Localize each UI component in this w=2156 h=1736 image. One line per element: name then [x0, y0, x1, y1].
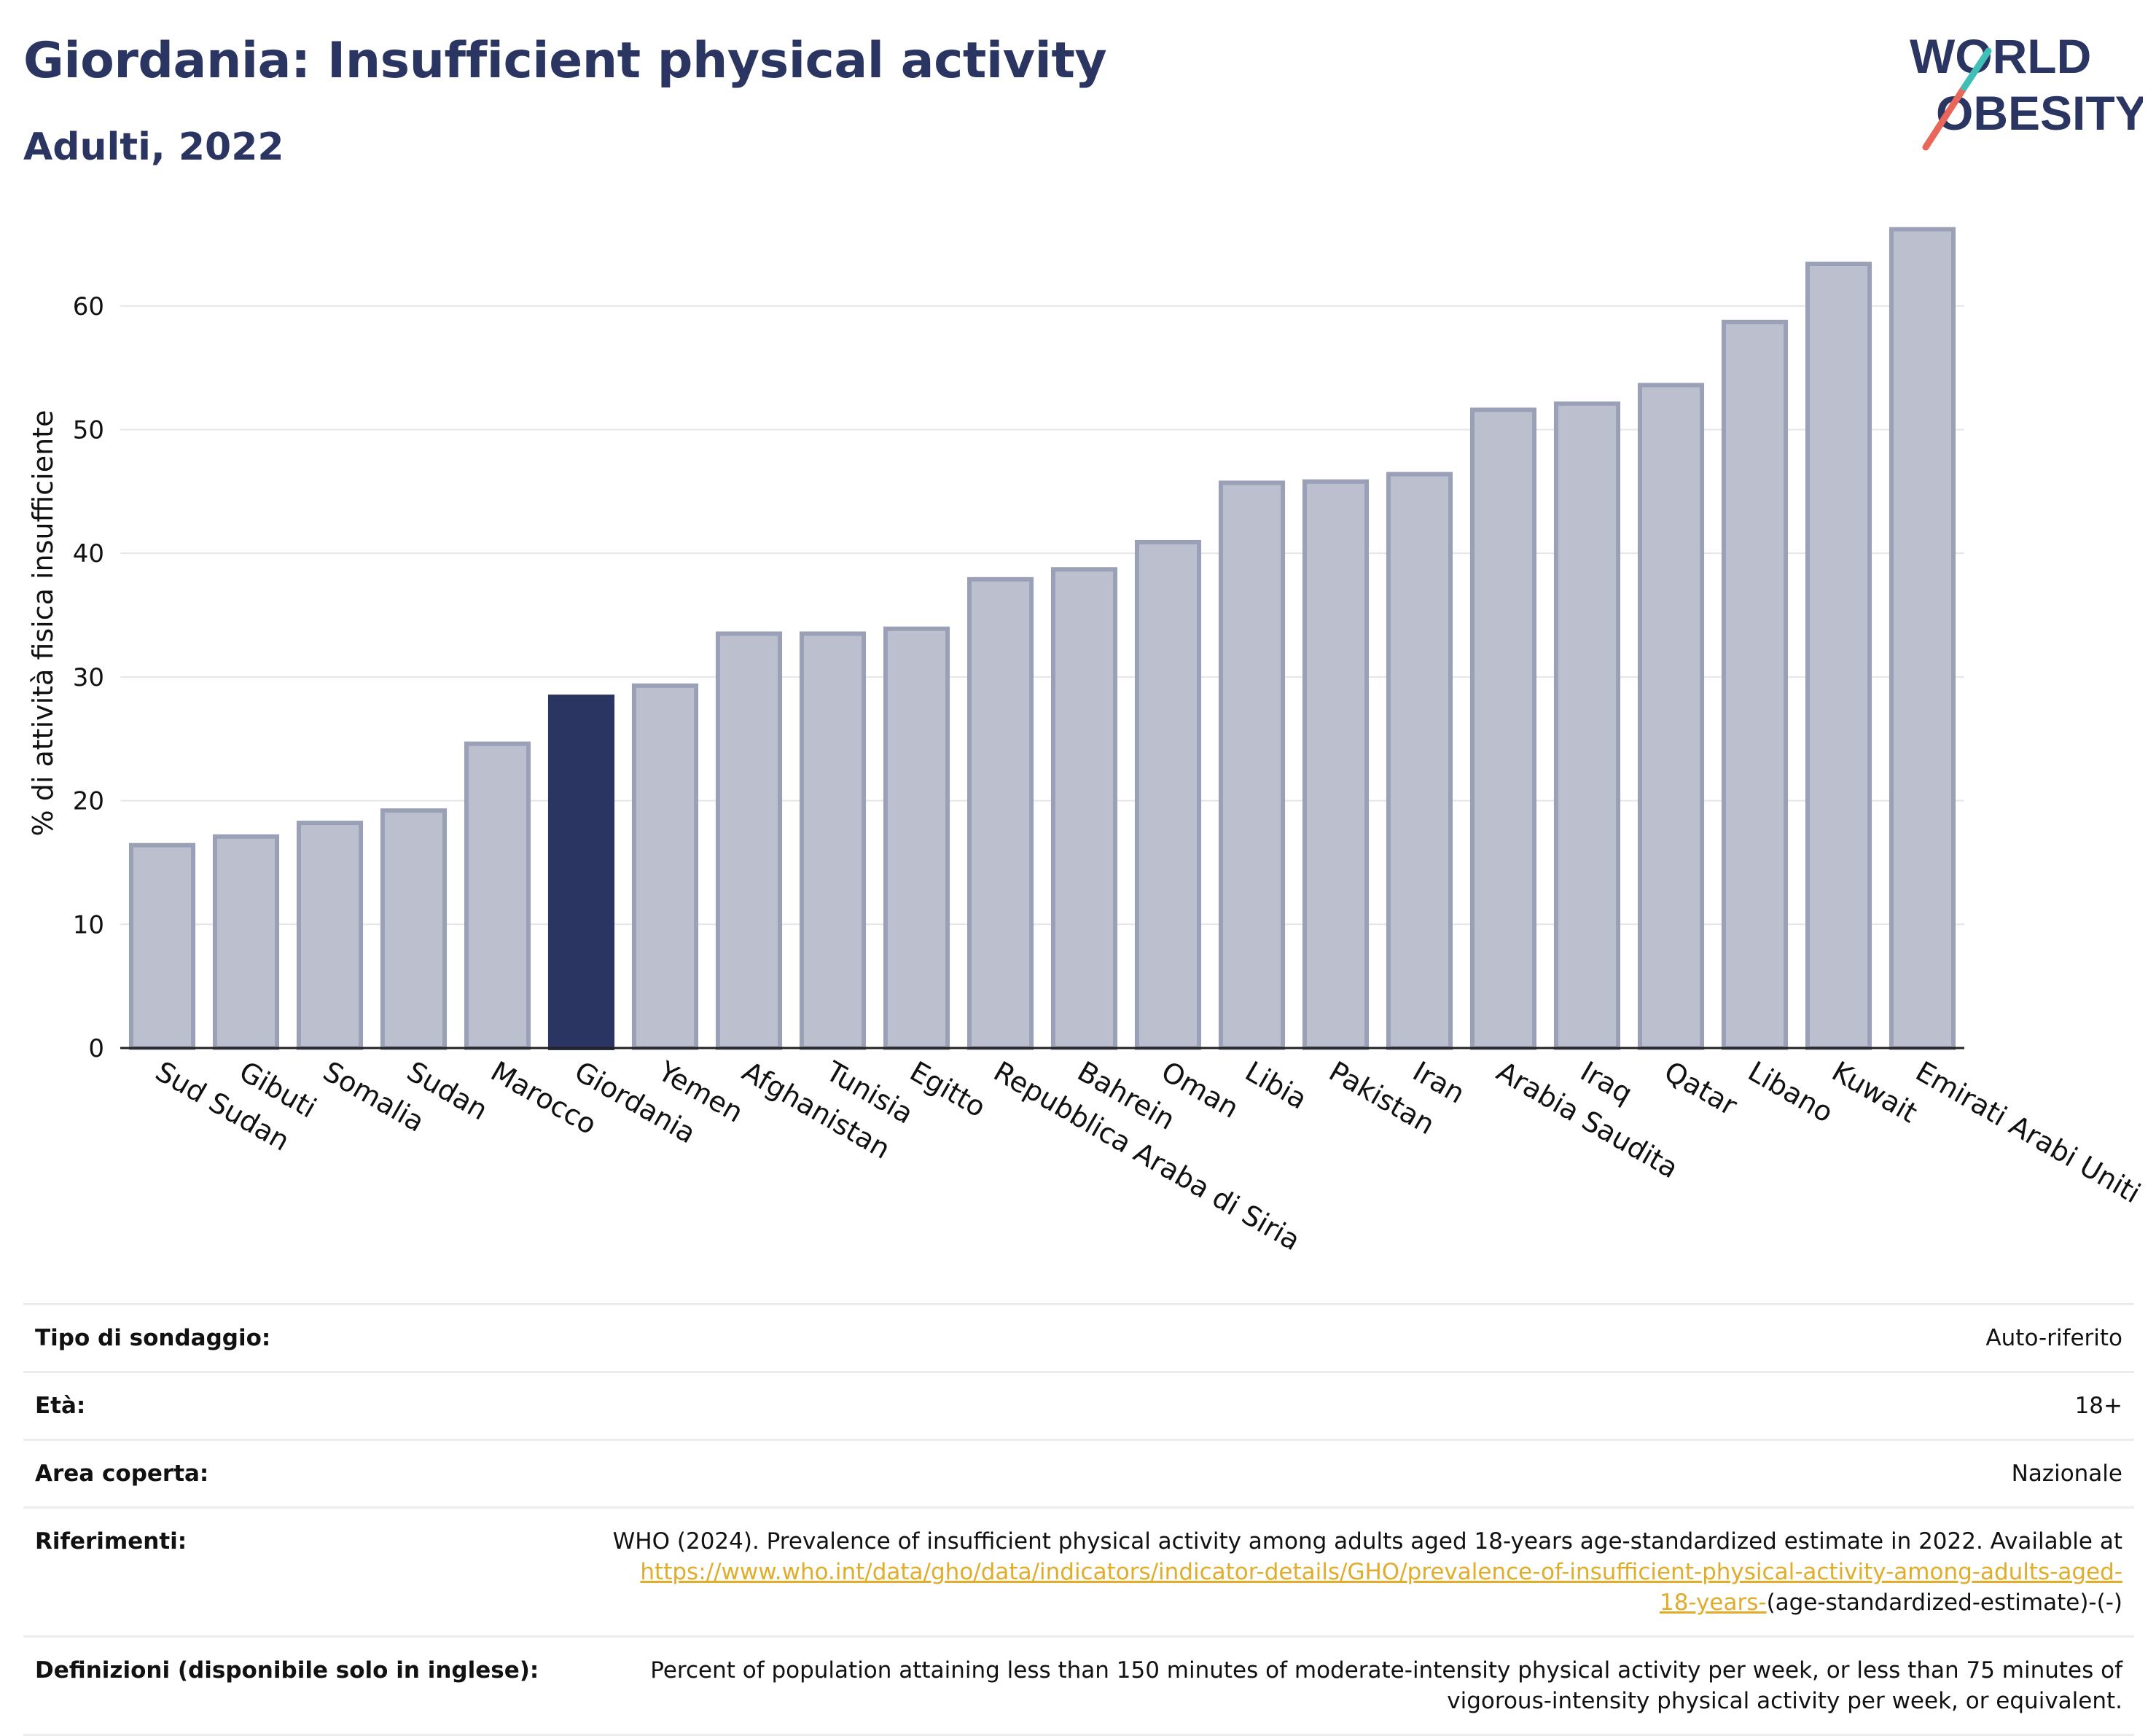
y-tick-label: 60: [73, 292, 104, 321]
bar[interactable]: [1553, 401, 1621, 1050]
bar[interactable]: [1721, 319, 1789, 1050]
y-tick-label: 20: [73, 787, 104, 816]
y-tick-label: 50: [73, 415, 104, 445]
bar[interactable]: [1386, 472, 1453, 1050]
info-row-age: Età: 18+: [23, 1371, 2134, 1440]
info-key: Definizioni (disponibile solo in inglese…: [23, 1635, 601, 1736]
bar[interactable]: [296, 821, 364, 1050]
info-key: Area coperta:: [23, 1439, 601, 1508]
bar[interactable]: [1889, 227, 1956, 1050]
y-tick-label: 0: [88, 1034, 104, 1063]
y-tick-label: 10: [73, 910, 104, 939]
svg-text:WORLD: WORLD: [1910, 29, 2091, 83]
references-value: WHO (2024). Prevalence of insufficient p…: [601, 1506, 2134, 1637]
y-axis-title: % di attività fisica insufficiente: [27, 410, 59, 837]
bar[interactable]: [1805, 262, 1872, 1050]
bar[interactable]: [464, 741, 531, 1051]
info-key: Tipo di sondaggio:: [23, 1303, 601, 1372]
x-category-labels: Sud SudanGibutiSomaliaSudanMaroccoGiorda…: [150, 1055, 2146, 1256]
bar[interactable]: [128, 842, 196, 1051]
bar[interactable]: [966, 576, 1034, 1050]
info-row-survey-type: Tipo di sondaggio: Auto-riferito: [23, 1303, 2134, 1372]
y-tick-label: 30: [73, 663, 104, 692]
bar[interactable]: [1134, 539, 1202, 1050]
bar[interactable]: [715, 631, 783, 1050]
bars: [128, 227, 1956, 1051]
page-title: Giordania: Insufficient physical activit…: [23, 32, 1107, 90]
svg-text:OBESITY: OBESITY: [1936, 86, 2143, 140]
x-category-label: Qatar: [1659, 1055, 1743, 1122]
bar[interactable]: [212, 834, 280, 1051]
info-row-references: Riferimenti: WHO (2024). Prevalence of i…: [23, 1506, 2134, 1637]
x-category-label: Libano: [1743, 1055, 1839, 1129]
references-text: WHO (2024). Prevalence of insufficient p…: [612, 1528, 2122, 1555]
info-row-area: Area coperta: Nazionale: [23, 1439, 2134, 1508]
x-category-label: Egitto: [905, 1055, 991, 1124]
bar[interactable]: [1469, 407, 1537, 1050]
references-link[interactable]: https://www.who.int/data/gho/data/indica…: [640, 1559, 2122, 1616]
world-obesity-logo: WORLD OBESITY: [1910, 29, 2143, 151]
x-category-label: Emirati Arabi Uniti: [1910, 1055, 2146, 1210]
x-category-label: Libia: [1240, 1055, 1313, 1116]
bar[interactable]: [1302, 479, 1370, 1050]
definitions-value: Percent of population attaining less tha…: [601, 1635, 2134, 1736]
bar[interactable]: [799, 631, 867, 1050]
bar[interactable]: [1218, 480, 1286, 1050]
info-value: Nazionale: [601, 1439, 2134, 1508]
y-tick-label: 40: [73, 539, 104, 568]
info-row-definitions: Definizioni (disponibile solo in inglese…: [23, 1635, 2134, 1736]
bar-highlight[interactable]: [547, 695, 615, 1050]
bar-chart: 0 10 20 30 40 50 60 Sud SudanGibutiSomaliaSuda…: [27, 227, 2146, 1256]
bar[interactable]: [883, 626, 950, 1050]
info-table: Tipo di sondaggio: Auto-riferito Età: 18…: [23, 1303, 2134, 1736]
info-key: Età:: [23, 1371, 601, 1440]
info-value: 18+: [601, 1371, 2134, 1440]
info-value: Auto-riferito: [601, 1303, 2134, 1372]
x-category-label: Kuwait: [1827, 1055, 1923, 1130]
bar[interactable]: [631, 683, 699, 1050]
bar[interactable]: [380, 808, 448, 1050]
page-subtitle: Adulti, 2022: [23, 125, 284, 169]
bar[interactable]: [1050, 567, 1118, 1050]
bar[interactable]: [1637, 383, 1705, 1050]
references-suffix: (age-standardized-estimate)-(-): [1766, 1590, 2122, 1616]
info-key: Riferimenti:: [23, 1506, 601, 1637]
y-tick-labels: 0 10 20 30 40 50 60: [73, 292, 104, 1063]
